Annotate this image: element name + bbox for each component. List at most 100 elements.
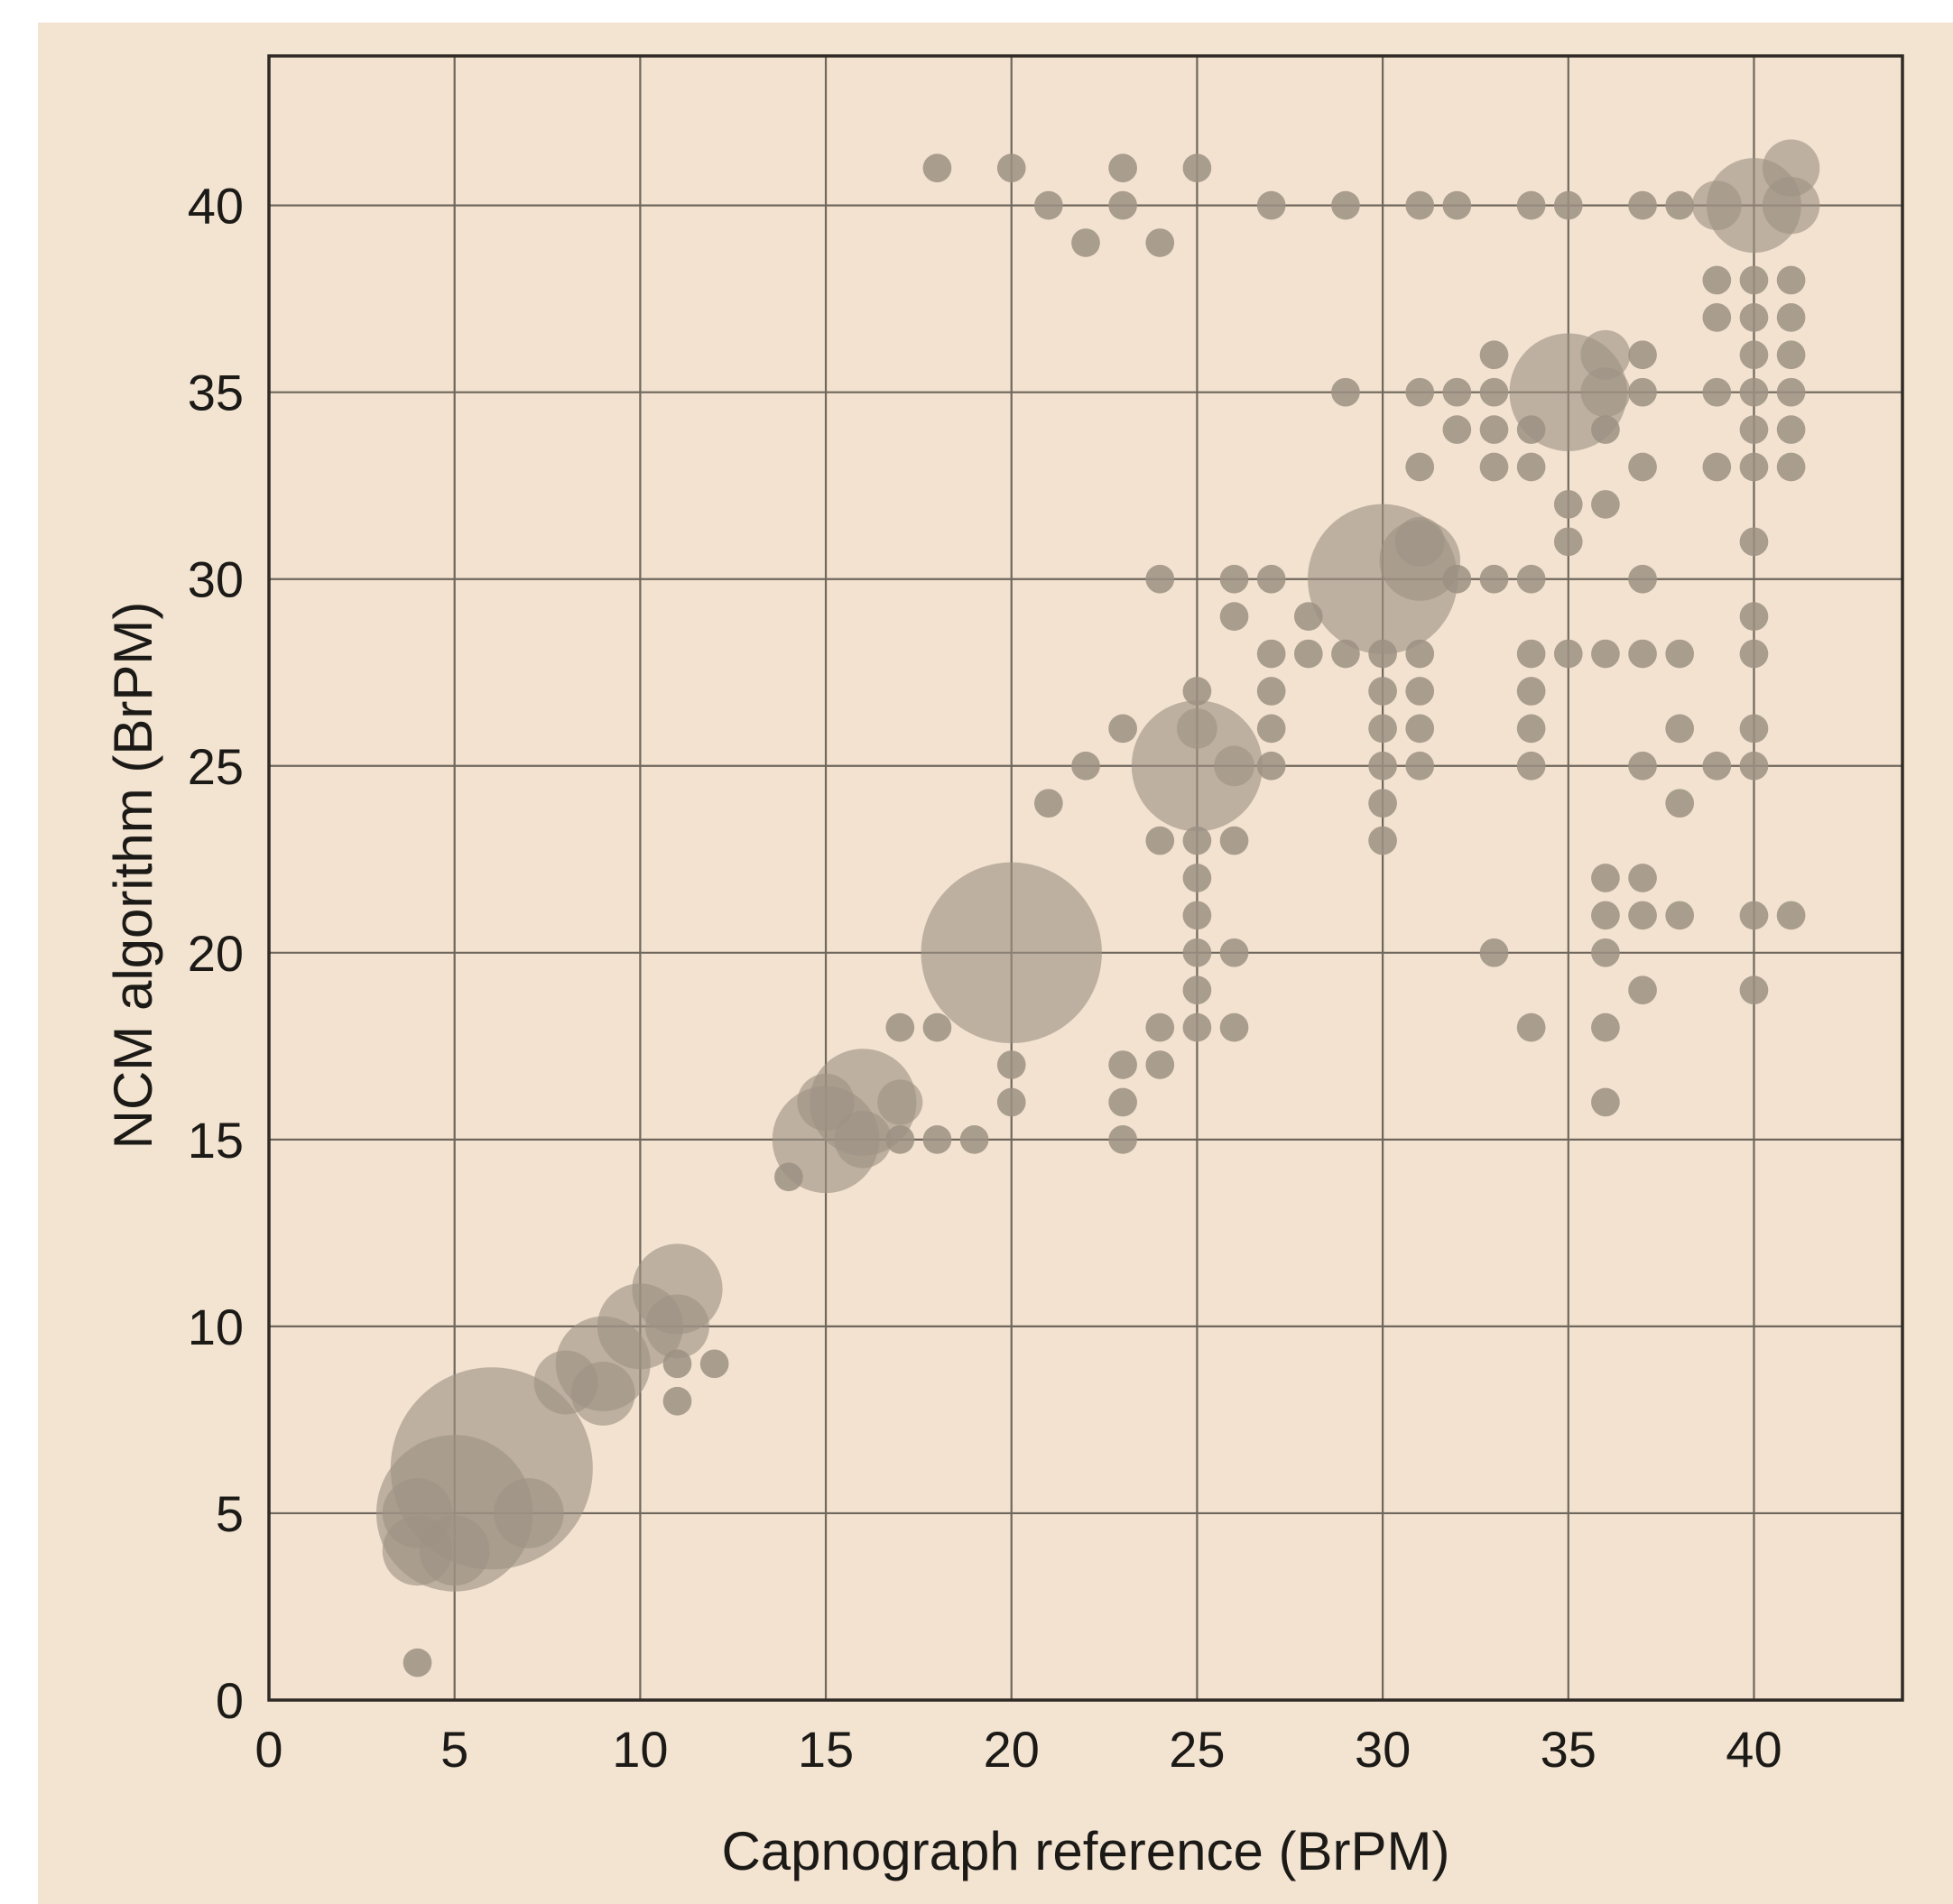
tick-labels: 0 5 10 15 20 25 30 35 40 0 5 10 15 20 25 30 35 40: [188, 178, 1782, 1778]
data-point: [1145, 1050, 1175, 1079]
data-point: [1739, 639, 1769, 669]
data-point: [1108, 1050, 1137, 1079]
data-point: [1442, 190, 1472, 220]
data-point: [1762, 176, 1820, 235]
data-point: [699, 1349, 729, 1379]
data-point: [1628, 751, 1657, 781]
data-point: [1665, 190, 1695, 220]
data-point: [1182, 864, 1212, 892]
data-point: [1293, 639, 1323, 669]
y-tick-label: 35: [188, 365, 244, 421]
data-point: [1553, 639, 1583, 669]
x-tick-label: 25: [1169, 1721, 1225, 1778]
x-tick-label: 0: [255, 1721, 282, 1778]
data-point: [1665, 639, 1695, 669]
data-point: [1665, 901, 1695, 930]
data-point: [1591, 938, 1620, 967]
data-point: [1591, 415, 1620, 444]
data-point: [1442, 415, 1472, 444]
data-point: [1256, 751, 1286, 781]
data-point: [1256, 190, 1286, 220]
data-point: [1591, 1012, 1620, 1042]
data-point: [1108, 1087, 1137, 1117]
data-point: [1516, 1012, 1546, 1042]
data-point: [996, 153, 1026, 183]
data-point: [885, 1125, 915, 1154]
data-point: [1256, 564, 1286, 594]
data-point: [797, 1073, 855, 1132]
data-point: [1071, 228, 1100, 257]
data-point: [1739, 751, 1769, 781]
data-point: [1739, 901, 1769, 930]
data-point: [1034, 789, 1063, 818]
data-point: [1479, 452, 1509, 482]
data-point: [1739, 303, 1769, 332]
data-point: [1034, 190, 1063, 220]
data-point: [662, 1349, 692, 1379]
data-point: [1182, 975, 1212, 1005]
data-point: [1591, 1087, 1620, 1117]
data-point: [1219, 826, 1249, 855]
data-point: [1442, 564, 1472, 594]
data-point: [1182, 677, 1212, 706]
data-point: [1739, 377, 1769, 407]
data-point: [1553, 527, 1583, 557]
data-point: [1108, 1125, 1137, 1154]
data-point: [1405, 452, 1435, 482]
data-point: [1739, 415, 1769, 444]
data-point: [1776, 901, 1806, 930]
data-point: [1702, 265, 1732, 295]
data-point: [1479, 564, 1509, 594]
plot-frame: [267, 54, 1904, 1702]
data-point: [1331, 190, 1360, 220]
data-point: [1628, 639, 1657, 669]
x-tick-label: 5: [440, 1721, 468, 1778]
data-point: [1479, 377, 1509, 407]
x-axis-label: Capnograph reference (BrPM): [721, 1821, 1449, 1881]
data-point: [1256, 714, 1286, 744]
data-point: [921, 862, 1102, 1043]
data-point: [1516, 452, 1546, 482]
data-point: [1368, 714, 1397, 744]
data-point: [1591, 490, 1620, 519]
data-point: [922, 153, 952, 183]
data-point: [1293, 602, 1323, 631]
data-point: [1479, 415, 1509, 444]
x-tick-label: 20: [984, 1721, 1040, 1778]
data-point: [1182, 153, 1212, 183]
data-point: [1516, 190, 1546, 220]
data-point: [1739, 265, 1769, 295]
data-point: [1479, 938, 1509, 967]
data-point: [1591, 864, 1620, 892]
data-point: [1405, 751, 1435, 781]
data-point: [1628, 190, 1657, 220]
data-point: [403, 1648, 432, 1678]
data-point: [1702, 377, 1732, 407]
y-tick-label: 20: [188, 925, 244, 982]
data-point: [1256, 677, 1286, 706]
data-point: [922, 1012, 952, 1042]
data-point: [1182, 901, 1212, 930]
data-point: [1739, 602, 1769, 631]
data-point: [1405, 714, 1435, 744]
data-point: [494, 1478, 564, 1548]
data-point: [1591, 639, 1620, 669]
data-point: [1580, 329, 1631, 380]
y-tick-label: 0: [216, 1672, 244, 1729]
data-point: [1219, 602, 1249, 631]
x-tick-label: 10: [612, 1721, 668, 1778]
data-point: [809, 1049, 917, 1156]
data-point: [1405, 639, 1435, 669]
data-point: [1405, 190, 1435, 220]
data-point: [1516, 677, 1546, 706]
x-tick-label: 15: [798, 1721, 854, 1778]
data-point: [1628, 901, 1657, 930]
data-point: [645, 1294, 709, 1359]
data-point: [1628, 864, 1657, 892]
data-point: [1776, 265, 1806, 295]
data-point: [1516, 564, 1546, 594]
data-point: [1665, 789, 1695, 818]
data-point: [1442, 377, 1472, 407]
data-point: [1256, 639, 1286, 669]
